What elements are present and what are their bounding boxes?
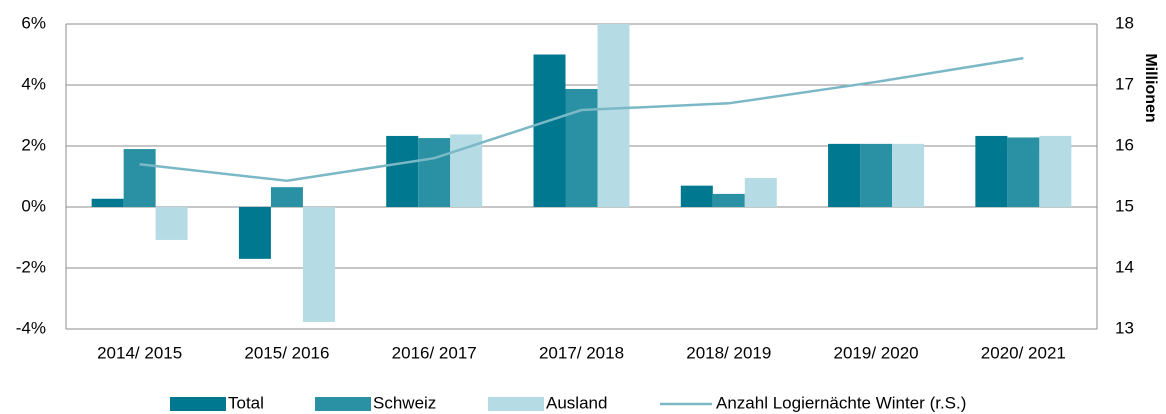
legend-label: Ausland	[546, 393, 607, 412]
bar	[123, 149, 156, 207]
y-tick-label: 4%	[21, 74, 46, 93]
bar	[155, 207, 188, 240]
bar	[975, 135, 1008, 207]
y2-tick-label: 18	[1115, 13, 1134, 32]
x-tick-label: 2015/ 2016	[244, 343, 329, 362]
bar	[597, 24, 630, 207]
legend-swatch	[488, 397, 544, 411]
y-tick-label: 0%	[21, 196, 46, 215]
x-tick-label: 2016/ 2017	[392, 343, 477, 362]
legend-swatch	[170, 397, 226, 411]
bar	[238, 207, 271, 259]
bar	[712, 193, 745, 207]
legend-label: Total	[228, 393, 264, 412]
bar	[302, 207, 335, 322]
bar	[680, 185, 713, 207]
legend-label: Schweiz	[373, 393, 436, 412]
bar	[565, 88, 598, 207]
y-tick-label: 6%	[21, 13, 46, 32]
y2-tick-label: 16	[1115, 135, 1134, 154]
y2-tick-label: 15	[1115, 196, 1134, 215]
bar	[1039, 135, 1072, 207]
bar	[860, 143, 893, 207]
bar	[270, 187, 303, 207]
x-tick-label: 2017/ 2018	[539, 343, 624, 362]
bar	[418, 138, 451, 207]
legend-swatch	[315, 397, 371, 411]
y2-tick-label: 14	[1115, 257, 1134, 276]
bar	[744, 178, 777, 207]
bar	[892, 143, 925, 207]
x-tick-label: 2019/ 2020	[834, 343, 919, 362]
y2-axis-label: Millionen	[1142, 53, 1159, 122]
y2-tick-label: 13	[1115, 318, 1134, 337]
bar	[828, 143, 861, 207]
bar	[386, 135, 419, 207]
x-tick-label: 2018/ 2019	[686, 343, 771, 362]
legend-label: Anzahl Logiernächte Winter (r.S.)	[716, 393, 966, 412]
bar	[533, 54, 566, 207]
bar	[1007, 137, 1040, 207]
line	[139, 56, 1024, 183]
y-tick-label: -2%	[16, 257, 46, 276]
y-tick-label: 2%	[21, 135, 46, 154]
x-tick-label: 2020/ 2021	[981, 343, 1066, 362]
y2-tick-label: 17	[1115, 74, 1134, 93]
y-tick-label: -4%	[16, 318, 46, 337]
bar	[91, 198, 124, 207]
x-tick-label: 2014/ 2015	[97, 343, 182, 362]
